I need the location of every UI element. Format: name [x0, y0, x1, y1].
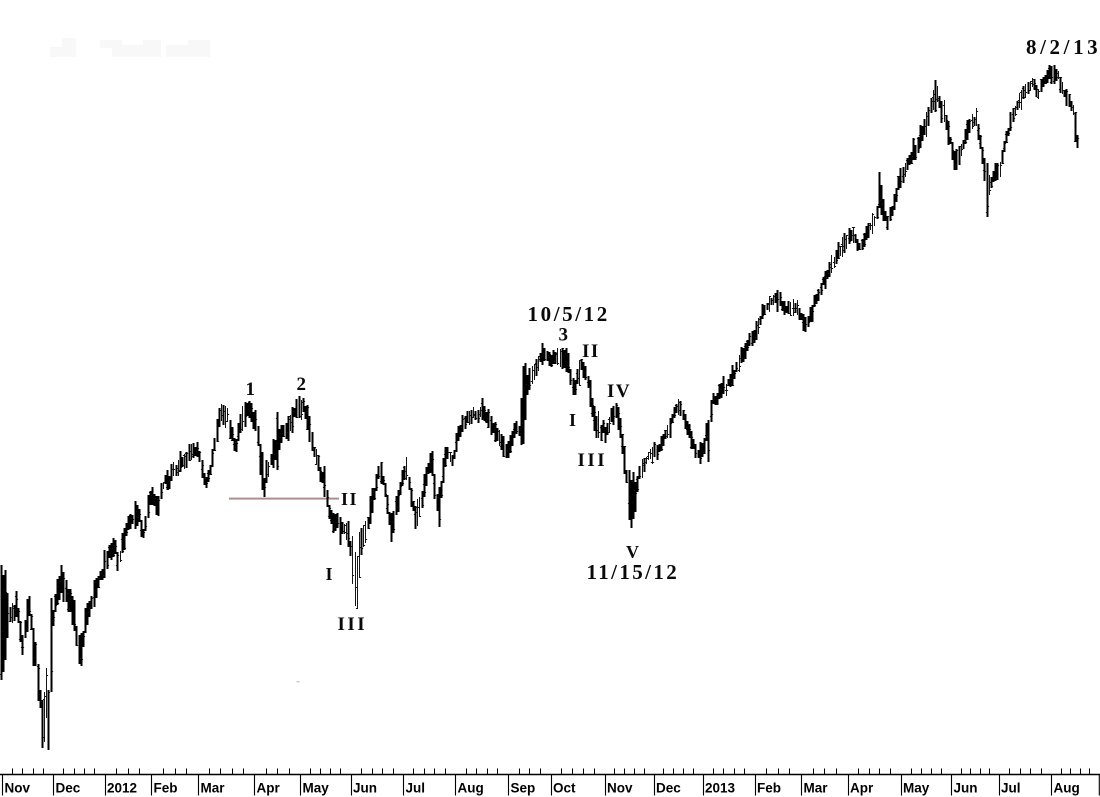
svg-text:Aug: Aug [458, 781, 484, 796]
svg-text:Apr: Apr [850, 781, 874, 796]
svg-text:May: May [903, 781, 930, 796]
svg-text:II: II [582, 341, 600, 362]
svg-text:III: III [578, 450, 608, 471]
svg-text:8/2/13: 8/2/13 [1026, 35, 1100, 59]
svg-text:I: I [569, 410, 576, 430]
svg-text:Sep: Sep [511, 781, 536, 796]
svg-text:II: II [341, 489, 358, 509]
svg-text:2013: 2013 [705, 781, 736, 796]
svg-text:Nov: Nov [607, 781, 633, 796]
svg-text:2012: 2012 [107, 781, 137, 796]
svg-text:Jul: Jul [1001, 781, 1021, 796]
svg-text:Jul: Jul [406, 781, 426, 796]
svg-text:Oct: Oct [553, 781, 576, 796]
svg-text:3: 3 [559, 325, 569, 346]
svg-text:Dec: Dec [56, 781, 81, 796]
svg-text:May: May [303, 781, 330, 796]
svg-text:Jun: Jun [353, 781, 377, 796]
svg-text:IV: IV [607, 381, 631, 402]
svg-text:2: 2 [297, 374, 307, 395]
svg-text:Mar: Mar [804, 781, 829, 796]
svg-text:Nov: Nov [5, 781, 31, 796]
svg-text:11/15/12: 11/15/12 [587, 560, 680, 584]
svg-text:Feb: Feb [154, 781, 178, 796]
svg-text:Apr: Apr [257, 781, 281, 796]
svg-text:Feb: Feb [757, 781, 781, 796]
svg-text:10/5/12: 10/5/12 [528, 302, 610, 326]
svg-text:III: III [338, 614, 368, 635]
svg-text:Aug: Aug [1054, 781, 1080, 796]
svg-text:Mar: Mar [201, 781, 226, 796]
svg-text:I: I [326, 564, 333, 584]
svg-text:V: V [626, 542, 639, 562]
svg-text:Dec: Dec [656, 781, 681, 796]
svg-text:1: 1 [246, 379, 256, 400]
svg-text:Jun: Jun [954, 781, 978, 796]
